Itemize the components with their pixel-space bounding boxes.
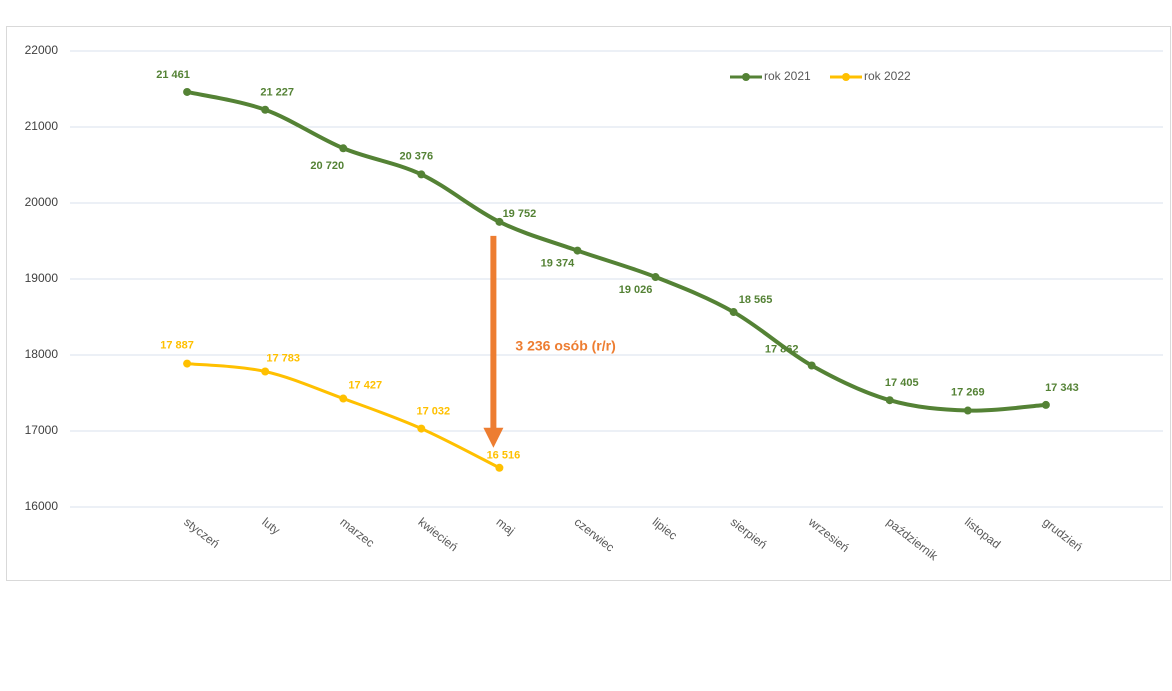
y-tick-label: 18000 bbox=[25, 347, 59, 361]
data-label: 17 887 bbox=[160, 339, 194, 351]
data-label: 20 376 bbox=[399, 150, 433, 162]
annotation-text: 3 236 osób (r/r) bbox=[515, 338, 615, 354]
data-point bbox=[495, 463, 504, 472]
data-label: 17 427 bbox=[348, 379, 382, 391]
chart-frame bbox=[6, 26, 1171, 581]
data-label: 21 227 bbox=[260, 87, 294, 99]
legend-item: rok 2021 bbox=[730, 69, 811, 83]
y-tick-label: 19000 bbox=[25, 271, 59, 285]
data-label: 17 862 bbox=[765, 343, 799, 355]
data-point bbox=[183, 87, 192, 96]
y-tick-label: 17000 bbox=[25, 423, 59, 437]
data-point bbox=[261, 105, 270, 114]
data-label: 17 783 bbox=[266, 352, 300, 364]
data-label: 17 032 bbox=[416, 405, 450, 417]
data-point bbox=[261, 367, 270, 376]
data-point bbox=[417, 170, 426, 179]
data-point bbox=[729, 308, 738, 317]
data-label: 20 720 bbox=[310, 160, 344, 172]
data-label: 18 565 bbox=[739, 294, 773, 306]
data-label: 19 026 bbox=[619, 284, 653, 296]
data-point bbox=[183, 359, 192, 368]
data-label: 21 461 bbox=[156, 69, 190, 81]
legend-label: rok 2022 bbox=[864, 69, 911, 83]
data-point bbox=[1041, 400, 1050, 409]
data-label: 19 374 bbox=[541, 257, 576, 269]
data-point bbox=[417, 424, 426, 433]
y-tick-label: 22000 bbox=[25, 43, 59, 57]
data-point bbox=[339, 144, 348, 153]
legend-item: rok 2022 bbox=[830, 69, 911, 83]
data-point bbox=[495, 217, 504, 226]
data-label: 16 516 bbox=[487, 450, 521, 462]
data-label: 19 752 bbox=[503, 208, 537, 220]
annotation-arrowhead bbox=[483, 427, 504, 448]
data-point bbox=[807, 361, 816, 370]
data-point bbox=[339, 394, 348, 403]
data-point bbox=[573, 246, 582, 255]
data-label: 17 343 bbox=[1045, 382, 1079, 394]
y-tick-label: 21000 bbox=[25, 119, 59, 133]
y-tick-label: 16000 bbox=[25, 499, 59, 513]
data-point bbox=[963, 406, 972, 415]
data-point bbox=[885, 396, 894, 405]
data-label: 17 405 bbox=[885, 377, 919, 389]
legend-label: rok 2021 bbox=[764, 69, 811, 83]
legend-marker bbox=[842, 73, 850, 81]
y-tick-label: 20000 bbox=[25, 195, 59, 209]
data-point bbox=[651, 273, 660, 282]
data-label: 17 269 bbox=[951, 386, 985, 398]
legend-marker bbox=[742, 73, 750, 81]
